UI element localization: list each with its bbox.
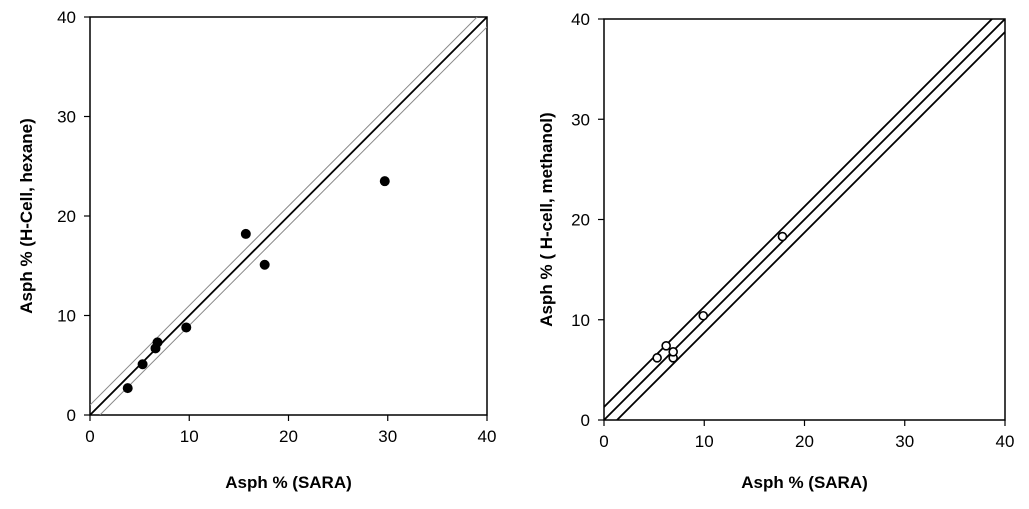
x-tick-label: 30 xyxy=(895,432,914,451)
data-point xyxy=(777,231,788,242)
tolerance-line xyxy=(99,26,487,415)
data-point xyxy=(698,310,709,321)
y-tick-label: 0 xyxy=(67,406,76,425)
data-point xyxy=(152,337,163,348)
reference-line xyxy=(604,19,993,408)
reference-lines xyxy=(604,19,1005,420)
x-tick-label: 10 xyxy=(180,427,199,446)
data-point xyxy=(668,347,678,357)
data-point xyxy=(122,383,133,394)
right-scatter-panel: 0 10 20 30 40 0 10 20 30 40 Asph % (SARA) Asph % ( … xyxy=(537,10,1014,492)
y-tick-label: 10 xyxy=(57,307,76,326)
x-tick-label: 40 xyxy=(996,432,1015,451)
reference-line xyxy=(616,31,1005,420)
tolerance-line xyxy=(90,17,478,406)
y-tick-label: 40 xyxy=(57,8,76,27)
y-tick-label: 20 xyxy=(571,211,590,230)
y-axis-label: Asph % (H-Cell, hexane) xyxy=(17,118,36,314)
x-tick-label: 30 xyxy=(378,427,397,446)
x-tick-label: 0 xyxy=(599,432,608,451)
left-scatter-panel: 0 10 20 30 40 0 10 20 30 40 Asph % (SARA) Asph % (H… xyxy=(17,8,496,492)
x-tick-label: 40 xyxy=(478,427,497,446)
y-tick-label: 30 xyxy=(571,110,590,129)
x-tick-label: 20 xyxy=(279,427,298,446)
data-point xyxy=(240,228,251,239)
x-tick-label: 10 xyxy=(695,432,714,451)
y-tick-label: 10 xyxy=(571,311,590,330)
reference-line xyxy=(90,17,487,415)
y-tick-label: 30 xyxy=(57,108,76,127)
data-point xyxy=(652,353,662,363)
data-point xyxy=(259,259,270,270)
x-tick-label: 0 xyxy=(85,427,94,446)
y-tick-label: 0 xyxy=(581,411,590,430)
data-point xyxy=(137,359,148,370)
x-axis-label: Asph % (SARA) xyxy=(225,473,352,492)
data-point xyxy=(181,322,192,333)
reference-line xyxy=(604,19,1005,420)
y-tick-label: 20 xyxy=(57,207,76,226)
x-tick-label: 20 xyxy=(795,432,814,451)
y-tick-label: 40 xyxy=(571,10,590,29)
y-axis-label: Asph % ( H-cell, methanol) xyxy=(537,112,556,326)
x-axis-label: Asph % (SARA) xyxy=(741,473,868,492)
data-point xyxy=(661,341,671,351)
data-point xyxy=(379,176,390,187)
reference-lines xyxy=(90,17,487,415)
